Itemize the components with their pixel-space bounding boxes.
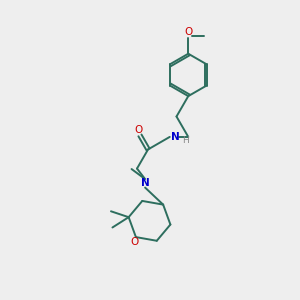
Text: O: O (130, 237, 139, 248)
Text: O: O (184, 27, 192, 37)
Text: O: O (134, 125, 142, 135)
Text: N: N (141, 178, 149, 188)
Text: N: N (171, 132, 179, 142)
Text: H: H (182, 136, 189, 145)
